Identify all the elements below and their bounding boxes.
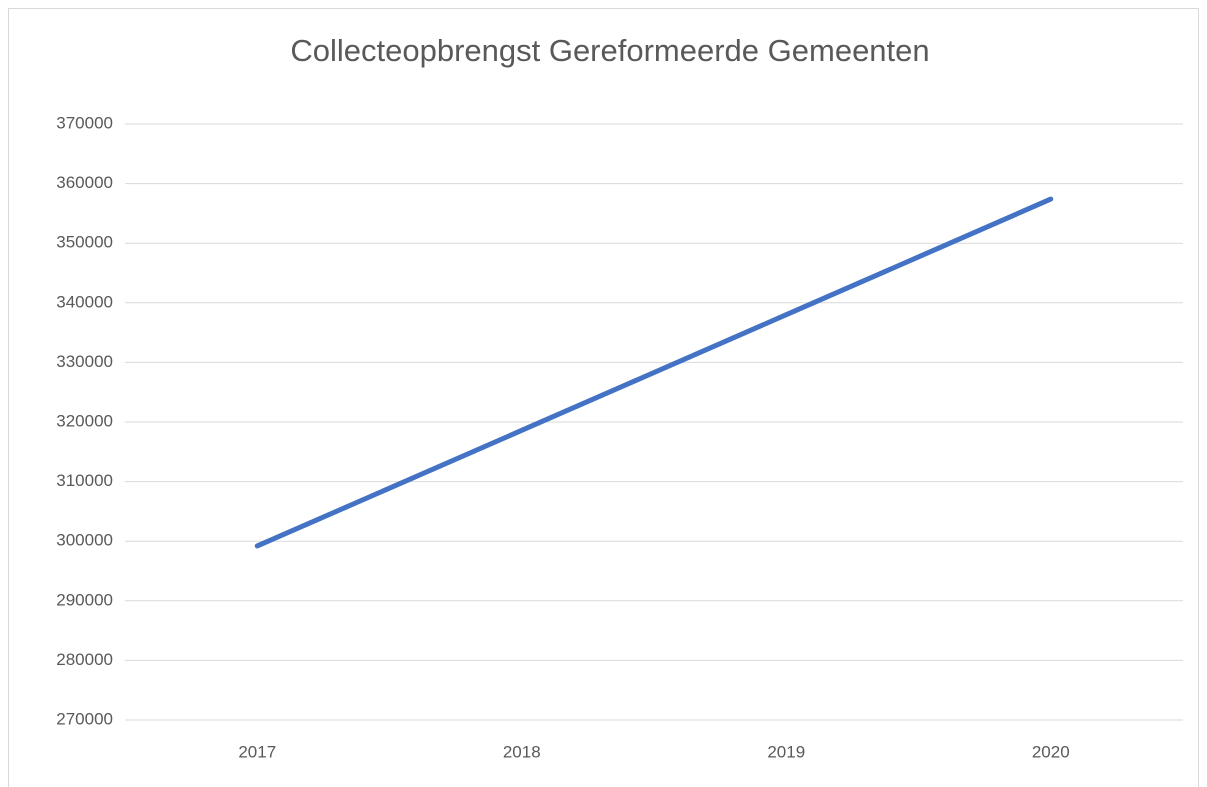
x-tick-label: 2019 <box>767 742 805 761</box>
x-tick-label: 2020 <box>1032 742 1070 761</box>
x-tick-label: 2017 <box>238 742 276 761</box>
data-line <box>254 196 1054 549</box>
chart-title: Collecteopbrengst Gereformeerde Gemeente… <box>290 33 929 68</box>
y-tick-label: 360000 <box>56 173 113 192</box>
y-tick-label: 320000 <box>56 411 113 430</box>
y-tick-label: 280000 <box>56 650 113 669</box>
chart-border <box>8 8 1199 787</box>
y-tick-label: 290000 <box>56 590 113 609</box>
y-tick-label: 370000 <box>56 113 113 132</box>
y-tick-label: 330000 <box>56 352 113 371</box>
y-tick-label: 350000 <box>56 233 113 252</box>
y-tick-label: 270000 <box>56 709 113 728</box>
y-tick-label: 310000 <box>56 471 113 490</box>
x-tick-label: 2018 <box>503 742 541 761</box>
y-tick-label: 340000 <box>56 292 113 311</box>
y-tick-label: 300000 <box>56 531 113 550</box>
